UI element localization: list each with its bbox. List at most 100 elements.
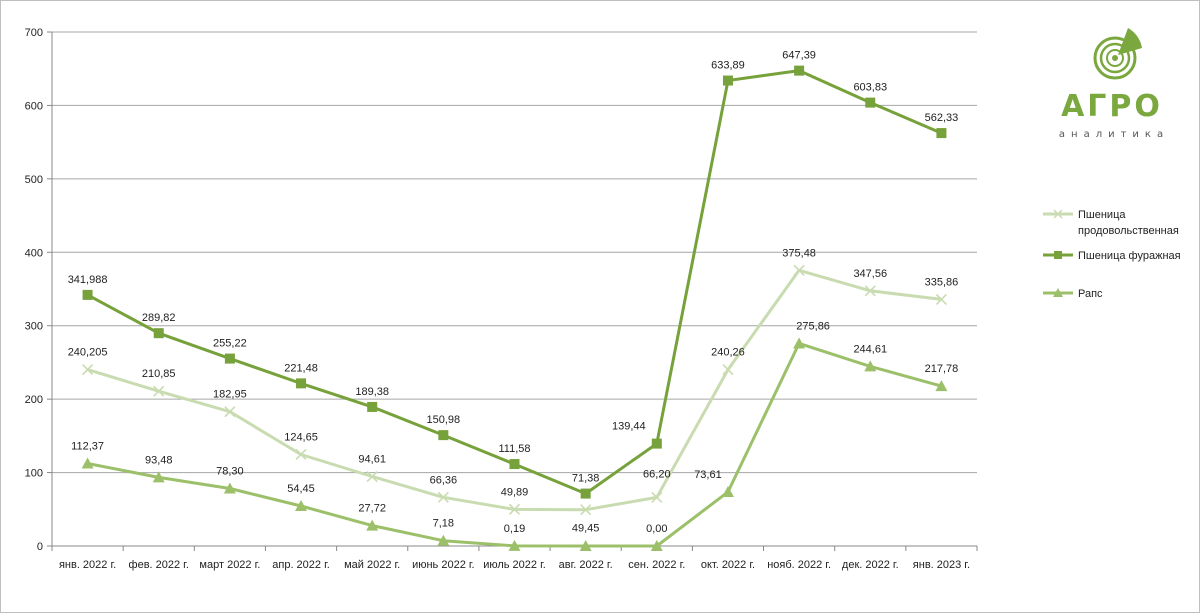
agro-logo: АГРО аналитика [1059, 28, 1169, 140]
y-tick-label: 700 [25, 27, 43, 39]
data-point [153, 385, 165, 397]
data-point [153, 328, 164, 339]
legend-label: Пшеница [1078, 209, 1126, 221]
data-point [81, 457, 94, 469]
logo-title: АГРО [1061, 89, 1163, 124]
data-label: 347,56 [853, 268, 887, 280]
data-point-stroke [295, 448, 307, 461]
logo-subtitle: аналитика [1059, 129, 1169, 140]
data-label: 633,89 [711, 60, 745, 72]
data-point [295, 448, 307, 461]
data-point [722, 75, 733, 86]
data-point-stroke [580, 504, 592, 516]
data-point [82, 364, 94, 376]
y-tick-label: 200 [25, 394, 43, 406]
x-tick-label: фев. 2022 г. [129, 559, 189, 571]
data-label: 375,48 [782, 247, 816, 259]
legend-label: продовольственная [1078, 225, 1179, 237]
data-label: 341,988 [68, 274, 108, 286]
data-label: 124,65 [284, 431, 318, 443]
data-point [722, 364, 734, 376]
x-tick-label: дек. 2022 г. [842, 559, 899, 571]
data-label: 71,38 [572, 473, 600, 485]
data-point [864, 285, 876, 297]
data-label: 93,48 [145, 454, 173, 466]
data-point [580, 504, 592, 516]
legend: Пшеница продовольственная Пшеница фуражная… [1043, 209, 1181, 300]
data-label: 0,00 [646, 523, 667, 535]
data-label: 111,58 [498, 443, 530, 455]
data-point-stroke [224, 406, 236, 418]
data-label: 49,45 [572, 523, 600, 535]
data-point [579, 540, 592, 551]
data-label: 217,78 [925, 363, 959, 375]
x-tick-label: окт. 2022 г. [701, 559, 755, 571]
data-point [508, 503, 521, 515]
data-point [936, 128, 947, 139]
data-point-stroke [722, 364, 734, 376]
data-point [793, 264, 805, 276]
data-point-stroke [651, 491, 663, 503]
data-label: 210,85 [142, 368, 176, 380]
data-point [935, 380, 948, 392]
x-tick-label: янв. 2022 г. [59, 559, 116, 571]
grid-lines [52, 31, 977, 474]
data-point [223, 482, 236, 494]
data-point [296, 378, 307, 389]
x-tick-label: авг. 2022 г. [559, 559, 613, 571]
data-label: 562,33 [925, 112, 959, 124]
data-point-stroke [153, 385, 165, 397]
legend-label: Рапс [1078, 288, 1103, 300]
data-point-stroke [437, 491, 449, 503]
data-point-stroke [366, 470, 378, 483]
y-tick-label: 600 [25, 100, 43, 112]
x-tick-label: апр. 2022 г. [272, 559, 330, 571]
legend-marker [1054, 251, 1062, 259]
data-point-stroke [508, 503, 521, 515]
y-tick-label: 400 [25, 247, 43, 259]
legend-label: Пшеница фуражная [1078, 250, 1181, 262]
data-point-stroke [864, 285, 876, 297]
x-axis-ticks: янв. 2022 г. фев. 2022 г. март 2022 г. апр.… [51, 546, 978, 571]
y-tick-label: 0 [37, 541, 43, 553]
data-label: 221,48 [284, 362, 318, 374]
data-point [224, 406, 236, 418]
data-point [794, 65, 805, 76]
data-point [508, 539, 521, 551]
x-tick-label: сен. 2022 г. [628, 559, 685, 571]
data-point [367, 401, 378, 412]
data-point [580, 488, 591, 499]
data-label: 150,98 [427, 414, 461, 426]
data-point-stroke [935, 293, 947, 305]
data-point [152, 471, 165, 483]
data-point [721, 485, 734, 497]
data-label: 275,86 [796, 320, 830, 332]
legend-marker [1053, 288, 1063, 297]
y-tick-label: 500 [25, 174, 43, 186]
logo-rings-icon [1093, 28, 1142, 80]
x-tick-label: май 2022 г. [344, 559, 400, 571]
data-point-stroke [793, 264, 805, 276]
data-point [438, 430, 449, 441]
data-label: 78,30 [216, 466, 244, 478]
data-label: 112,37 [71, 440, 104, 452]
data-point [509, 459, 520, 470]
data-point [437, 491, 449, 503]
data-label: 240,205 [68, 347, 108, 359]
data-point [295, 500, 308, 512]
data-label: 27,72 [358, 503, 386, 515]
data-point [366, 519, 379, 531]
data-point-stroke [82, 364, 94, 376]
data-point [366, 470, 378, 483]
series-layer [81, 65, 948, 551]
data-point [82, 289, 93, 300]
data-label: 335,86 [925, 276, 959, 288]
data-label: 66,20 [643, 468, 671, 480]
data-point [651, 491, 663, 503]
data-label: 182,95 [213, 389, 247, 401]
legend-marker [1053, 209, 1063, 219]
data-label: 94,61 [358, 454, 386, 466]
data-label: 139,44 [612, 421, 646, 433]
data-label: 289,82 [142, 312, 176, 324]
